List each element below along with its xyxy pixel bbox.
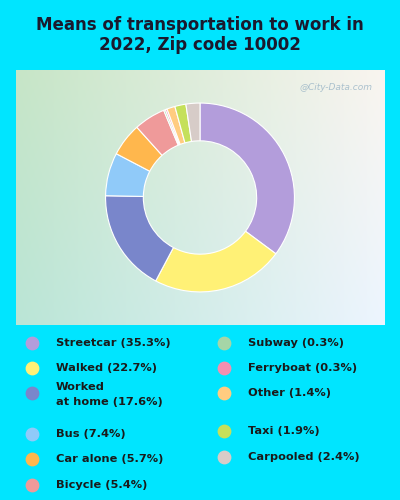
Text: Taxi (1.9%): Taxi (1.9%) (248, 426, 320, 436)
Wedge shape (156, 232, 276, 292)
Text: Streetcar (35.3%): Streetcar (35.3%) (56, 338, 171, 347)
Wedge shape (175, 104, 192, 143)
Text: Car alone (5.7%): Car alone (5.7%) (56, 454, 163, 464)
Wedge shape (164, 110, 179, 145)
Text: Bicycle (5.4%): Bicycle (5.4%) (56, 480, 147, 490)
Text: @City-Data.com: @City-Data.com (300, 82, 373, 92)
Text: Ferryboat (0.3%): Ferryboat (0.3%) (248, 363, 357, 373)
Wedge shape (106, 196, 174, 281)
Text: Carpooled (2.4%): Carpooled (2.4%) (248, 452, 360, 462)
Text: Other (1.4%): Other (1.4%) (248, 388, 331, 398)
Wedge shape (116, 128, 162, 171)
Text: Means of transportation to work in
2022, Zip code 10002: Means of transportation to work in 2022,… (36, 16, 364, 54)
Text: Worked: Worked (56, 382, 105, 392)
Wedge shape (167, 106, 185, 144)
Text: at home (17.6%): at home (17.6%) (56, 397, 163, 407)
Wedge shape (137, 110, 178, 156)
Wedge shape (106, 154, 150, 196)
Text: Walked (22.7%): Walked (22.7%) (56, 363, 157, 373)
Wedge shape (165, 109, 180, 145)
Wedge shape (186, 103, 200, 142)
Text: Subway (0.3%): Subway (0.3%) (248, 338, 344, 347)
Text: Bus (7.4%): Bus (7.4%) (56, 429, 126, 439)
Wedge shape (200, 103, 294, 254)
